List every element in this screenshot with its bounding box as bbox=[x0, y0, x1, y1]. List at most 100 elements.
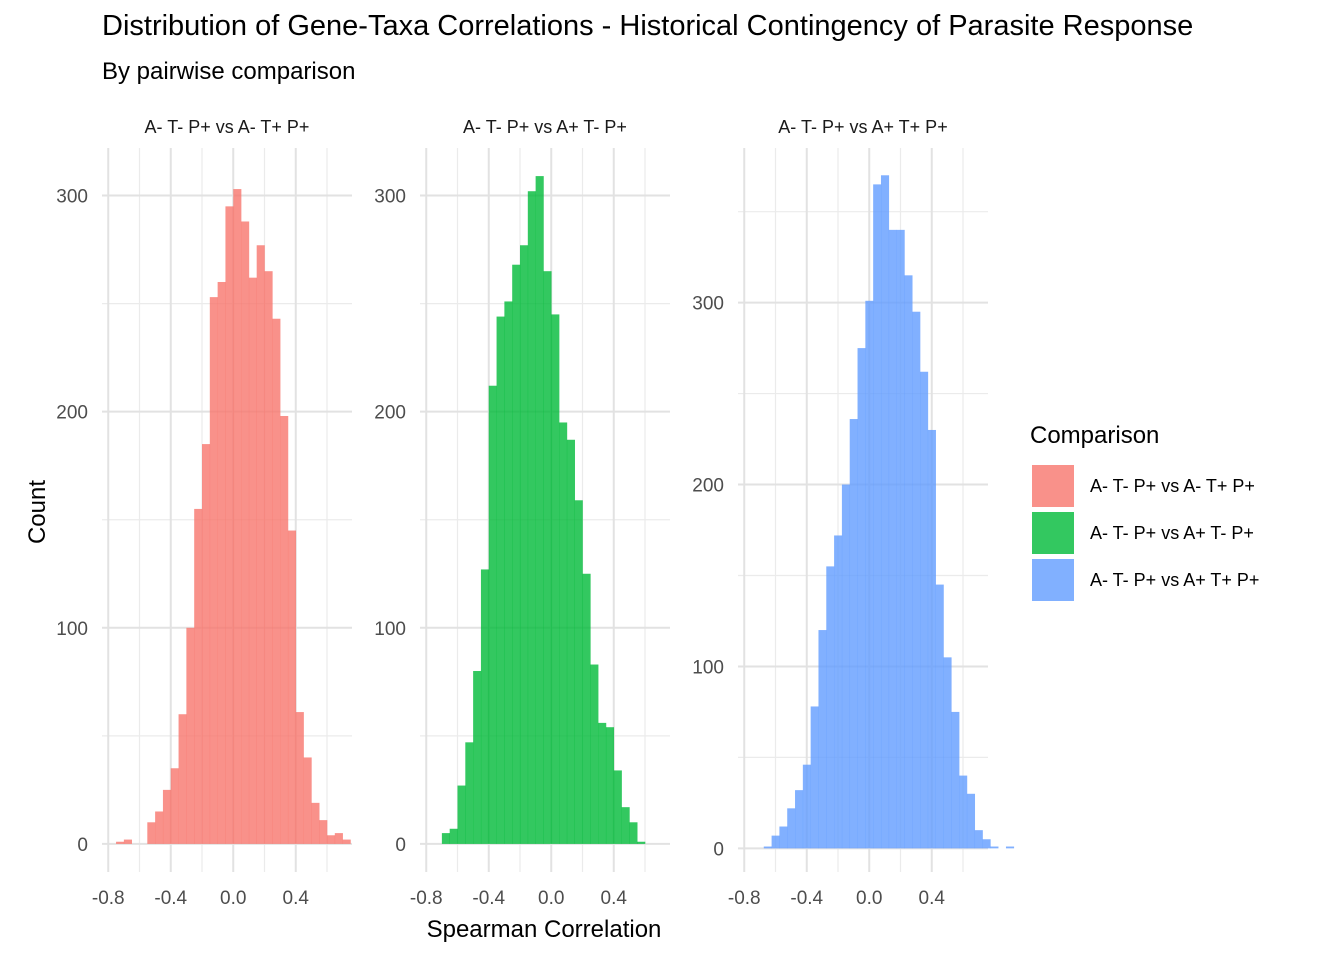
histogram-bar bbox=[334, 833, 343, 844]
y-tick-label: 100 bbox=[56, 619, 88, 640]
facet-strip-label: A- T- P+ vs A+ T- P+ bbox=[463, 117, 627, 137]
histogram-bar bbox=[551, 314, 560, 844]
histogram-bar bbox=[990, 846, 999, 849]
histogram-bar bbox=[637, 841, 646, 844]
histogram-bar bbox=[535, 176, 544, 844]
histogram-bar bbox=[272, 318, 281, 844]
histogram-bar bbox=[566, 439, 575, 844]
y-tick-label: 300 bbox=[56, 187, 88, 208]
panel-3: 0 100 200 300 -0.8 -0.4 0.0 0.4 A- T- P+ vs A+ T… bbox=[692, 117, 1015, 909]
histogram-bar bbox=[441, 833, 450, 844]
x-tick-label: -0.8 bbox=[92, 888, 125, 909]
x-tick-label: 0.4 bbox=[283, 888, 310, 909]
histogram-bar bbox=[256, 245, 265, 844]
histogram-bar bbox=[295, 712, 304, 844]
legend-label-2: A- T- P+ vs A+ T- P+ bbox=[1090, 522, 1254, 543]
histogram-bar bbox=[186, 627, 195, 844]
histogram-bar bbox=[116, 841, 125, 844]
histogram-bar bbox=[248, 277, 257, 844]
histogram-bar bbox=[826, 566, 835, 849]
histogram-bar bbox=[225, 206, 234, 844]
histogram-bar bbox=[779, 826, 788, 849]
histogram-bar bbox=[170, 768, 179, 844]
histogram-bar bbox=[280, 415, 289, 844]
histogram-bar bbox=[959, 775, 968, 849]
histogram-bar bbox=[849, 419, 858, 849]
y-tick-label: 100 bbox=[374, 619, 406, 640]
y-tick-label: 200 bbox=[56, 403, 88, 424]
histogram-bar bbox=[209, 297, 218, 844]
histogram-bar bbox=[605, 727, 615, 844]
x-tick-label: 0.4 bbox=[601, 888, 628, 909]
histogram-bar bbox=[574, 500, 583, 844]
histogram-bar bbox=[787, 808, 796, 849]
y-tick-label: 100 bbox=[692, 657, 724, 678]
histogram-bar bbox=[504, 301, 513, 844]
x-tick-label: -0.8 bbox=[728, 888, 761, 909]
histogram-bar bbox=[303, 757, 312, 844]
y-tick-label: 0 bbox=[395, 835, 406, 856]
facet-strip-label: A- T- P+ vs A- T+ P+ bbox=[145, 117, 310, 137]
histogram-bar bbox=[512, 264, 521, 844]
histogram-bar bbox=[857, 348, 866, 849]
histogram-bar bbox=[834, 535, 843, 849]
legend-key-2 bbox=[1032, 512, 1074, 554]
histogram-bar bbox=[527, 191, 536, 844]
x-tick-label: 0.0 bbox=[856, 888, 882, 909]
chart-title: Distribution of Gene-Taxa Correlations -… bbox=[102, 10, 1194, 42]
histogram-bar bbox=[202, 444, 211, 844]
histogram-bar bbox=[974, 830, 983, 849]
histogram-bar bbox=[598, 722, 607, 844]
histogram-bar bbox=[880, 175, 890, 849]
y-tick-label: 0 bbox=[77, 835, 88, 856]
panel-2: 0 100 200 300 -0.8 -0.4 0.0 0.4 A- T- P+ vs A+ T… bbox=[374, 117, 670, 909]
legend-entry-1: A- T- P+ vs A- T+ P+ bbox=[1032, 465, 1255, 507]
histogram-bar bbox=[951, 711, 960, 849]
x-tick-label: 0.4 bbox=[919, 888, 946, 909]
histogram-bar bbox=[559, 422, 568, 844]
chart-subtitle: By pairwise comparison bbox=[102, 58, 356, 85]
histogram-bar bbox=[319, 820, 328, 844]
histogram-bar bbox=[449, 828, 458, 844]
y-tick-label: 300 bbox=[374, 187, 406, 208]
x-tick-label: -0.8 bbox=[410, 888, 443, 909]
histogram-bar bbox=[912, 311, 921, 849]
histogram-bar bbox=[904, 275, 913, 849]
histogram-bar bbox=[311, 802, 320, 844]
x-tick-label: -0.4 bbox=[472, 888, 505, 909]
histogram-bar bbox=[217, 281, 226, 844]
histogram-bar bbox=[896, 229, 905, 849]
histogram-bar bbox=[629, 822, 638, 844]
histogram-bar bbox=[873, 184, 882, 849]
legend-label-3: A- T- P+ vs A+ T+ P+ bbox=[1090, 569, 1260, 590]
histogram-bar bbox=[287, 530, 297, 844]
facet-strip-label: A- T- P+ vs A+ T+ P+ bbox=[778, 117, 947, 137]
histogram-bar bbox=[543, 271, 552, 844]
histogram-bar bbox=[582, 573, 591, 844]
y-tick-label: 0 bbox=[713, 839, 724, 860]
histogram-bar bbox=[795, 790, 804, 849]
histogram-bar bbox=[264, 271, 273, 844]
histogram-bar bbox=[488, 385, 497, 844]
histogram-bar bbox=[178, 714, 187, 844]
histogram-bar bbox=[590, 664, 599, 844]
legend-key-3 bbox=[1032, 559, 1074, 601]
histogram-bar bbox=[162, 789, 172, 844]
y-tick-label: 300 bbox=[692, 294, 724, 315]
histogram-bar bbox=[771, 835, 780, 849]
legend-entry-3: A- T- P+ vs A+ T+ P+ bbox=[1032, 559, 1259, 601]
x-tick-label: 0.0 bbox=[220, 888, 246, 909]
histogram-bar bbox=[465, 742, 474, 844]
y-tick-label: 200 bbox=[374, 403, 406, 424]
histogram-bar bbox=[966, 793, 976, 849]
legend-label-1: A- T- P+ vs A- T+ P+ bbox=[1090, 475, 1255, 496]
histogram-bar bbox=[802, 764, 811, 849]
histogram-bar bbox=[1005, 846, 1015, 849]
legend-key-1 bbox=[1032, 465, 1074, 507]
histogram-bar bbox=[927, 429, 936, 849]
histogram-bar bbox=[810, 706, 819, 849]
x-tick-label: -0.4 bbox=[154, 888, 187, 909]
histogram-bar bbox=[233, 189, 242, 844]
